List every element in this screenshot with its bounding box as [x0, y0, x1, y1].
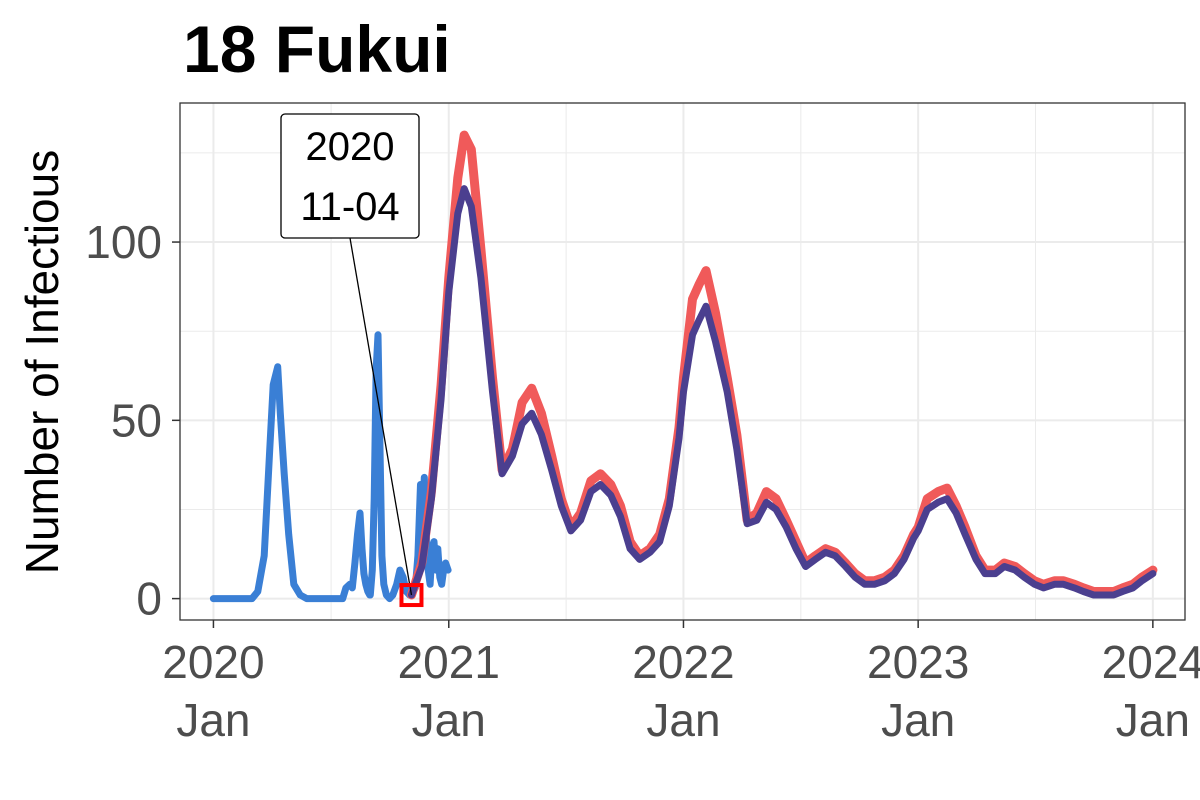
y-tick-label: 50 [111, 394, 162, 446]
x-tick-label-year: 2020 [162, 636, 264, 688]
series-lines [209, 130, 1158, 603]
annotation-leader-line [349, 237, 413, 596]
y-tick-label: 0 [136, 573, 162, 625]
x-tick-label-month: Jan [1116, 694, 1190, 746]
x-tick-label-month: Jan [646, 694, 720, 746]
x-tick-label-year: 2024 [1102, 636, 1200, 688]
annotation-marker [399, 583, 424, 608]
series-line-central [408, 185, 1157, 599]
y-axis-title: Number of Infectious [16, 150, 68, 574]
series-line-observed [209, 331, 452, 603]
x-tick-label-year: 2021 [398, 636, 500, 688]
plot-panel: 2020 11-04 [179, 102, 1186, 621]
x-tick-label-year: 2023 [867, 636, 969, 688]
annotation-date: 11-04 [300, 185, 399, 229]
x-tick-label-month: Jan [881, 694, 955, 746]
chart-title: 18 Fukui [183, 12, 451, 86]
x-tick-label-month: Jan [176, 694, 250, 746]
x-axis: 2020 Jan 2021 Jan 2022 Jan 2023 Jan 2024 Jan [162, 620, 1200, 746]
x-tick-label-year: 2022 [632, 636, 734, 688]
annotation-layer: 2020 11-04 [280, 113, 424, 608]
y-tick-label: 100 [85, 216, 162, 268]
annotation-label-box [280, 113, 420, 239]
panel-border [179, 102, 1186, 621]
y-axis: 0 50 100 [85, 216, 180, 625]
x-tick-label-month: Jan [412, 694, 486, 746]
annotation-year: 2020 [306, 125, 395, 169]
